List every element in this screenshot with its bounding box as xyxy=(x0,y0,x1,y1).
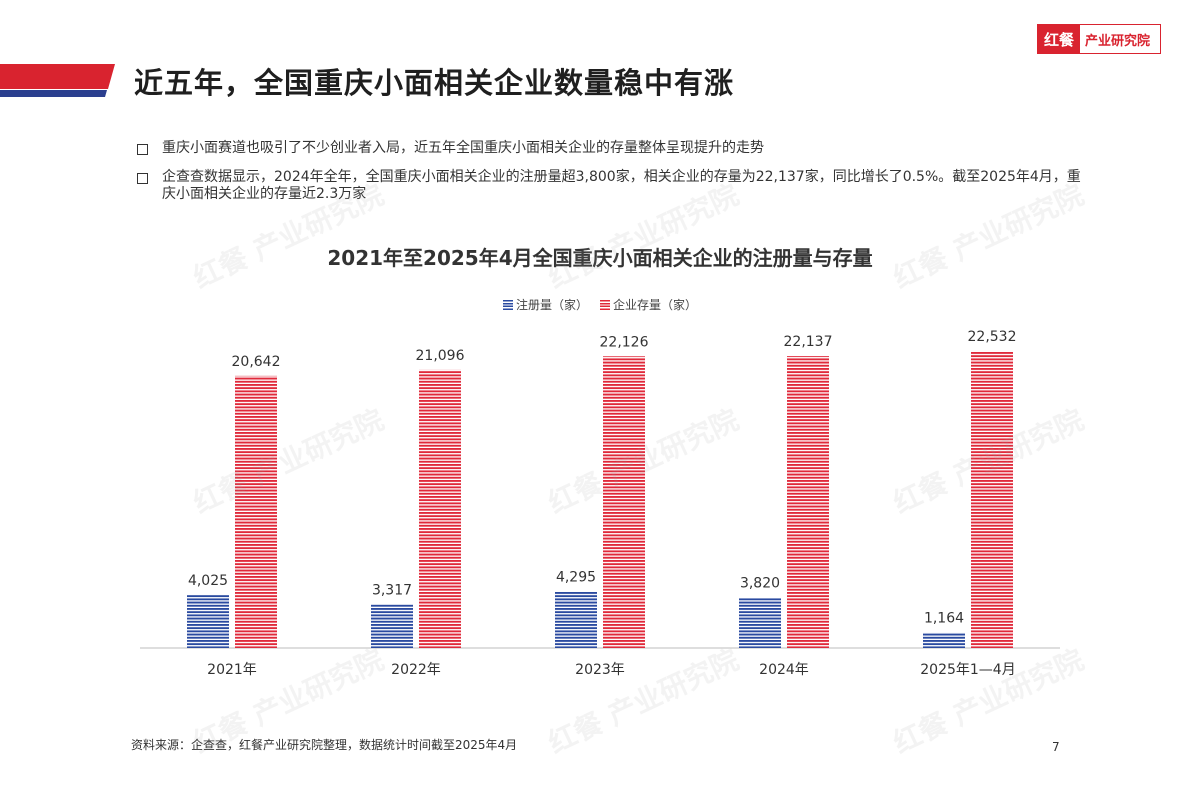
data-label: 22,532 xyxy=(968,329,1017,345)
x-tick-label: 2025年1—4月 xyxy=(920,662,1015,678)
bar-stock xyxy=(787,356,829,648)
x-tick-label: 2022年 xyxy=(391,662,441,678)
data-label: 3,820 xyxy=(740,576,780,592)
bullet-text: 企查查数据显示，2024年全年，全国重庆小面相关企业的注册量超3,800家，相关… xyxy=(162,169,1081,202)
data-label: 20,642 xyxy=(232,354,281,370)
bullet-text: 重庆小面赛道也吸引了不少创业者入局，近五年全国重庆小面相关企业的存量整体呈现提升… xyxy=(162,140,764,156)
bullet-item: 企查查数据显示，2024年全年，全国重庆小面相关企业的注册量超3,800家，相关… xyxy=(137,169,1087,203)
legend-swatch-blue xyxy=(502,299,513,310)
chart-title: 2021年至2025年4月全国重庆小面相关企业的注册量与存量 xyxy=(327,246,873,270)
bullet-list: 重庆小面赛道也吸引了不少创业者入局，近五年全国重庆小面相关企业的存量整体呈现提升… xyxy=(137,140,1087,215)
legend-item-registrations: 注册量（家） xyxy=(502,296,588,313)
data-label: 1,164 xyxy=(924,611,964,627)
source-note: 资料来源：企查查，红餐产业研究院整理，数据统计时间截至2025年4月 xyxy=(131,738,518,752)
logo-text: 产业研究院 xyxy=(1085,33,1151,49)
bar-stock xyxy=(419,369,461,648)
legend-item-stock: 企业存量（家） xyxy=(600,296,697,313)
bar-stock xyxy=(971,350,1013,648)
chart-legend: 注册量（家） 企业存量（家） xyxy=(0,296,1200,313)
x-tick-label: 2023年 xyxy=(575,662,625,678)
header-stripe xyxy=(0,64,115,97)
data-label: 22,126 xyxy=(600,334,649,350)
page-title: 近五年，全国重庆小面相关企业数量稳中有涨 xyxy=(134,66,735,100)
bar-registrations xyxy=(187,594,229,648)
bar-stock xyxy=(235,375,277,648)
bar-registrations xyxy=(739,597,781,648)
brand-logo: 红餐 产业研究院 xyxy=(1037,24,1161,54)
data-label: 22,137 xyxy=(784,334,833,350)
legend-label: 企业存量（家） xyxy=(613,298,698,312)
data-label: 3,317 xyxy=(372,582,412,598)
checkbox-square-icon xyxy=(137,144,148,155)
data-label: 4,295 xyxy=(556,569,596,585)
bar-stock xyxy=(603,356,645,648)
bullet-item: 重庆小面赛道也吸引了不少创业者入局，近五年全国重庆小面相关企业的存量整体呈现提升… xyxy=(137,140,1087,157)
x-tick-label: 2021年 xyxy=(207,662,257,678)
data-label: 4,025 xyxy=(188,573,228,589)
bar-registrations xyxy=(555,591,597,648)
bar-registrations xyxy=(371,604,413,648)
logo-mark: 红餐 xyxy=(1038,25,1080,53)
legend-label: 注册量（家） xyxy=(515,298,588,312)
data-label: 21,096 xyxy=(416,348,465,364)
x-tick-label: 2024年 xyxy=(759,662,809,678)
page-number: 7 xyxy=(1052,740,1060,754)
checkbox-square-icon xyxy=(137,173,148,184)
legend-swatch-red xyxy=(600,299,610,310)
bar-registrations xyxy=(923,632,965,648)
